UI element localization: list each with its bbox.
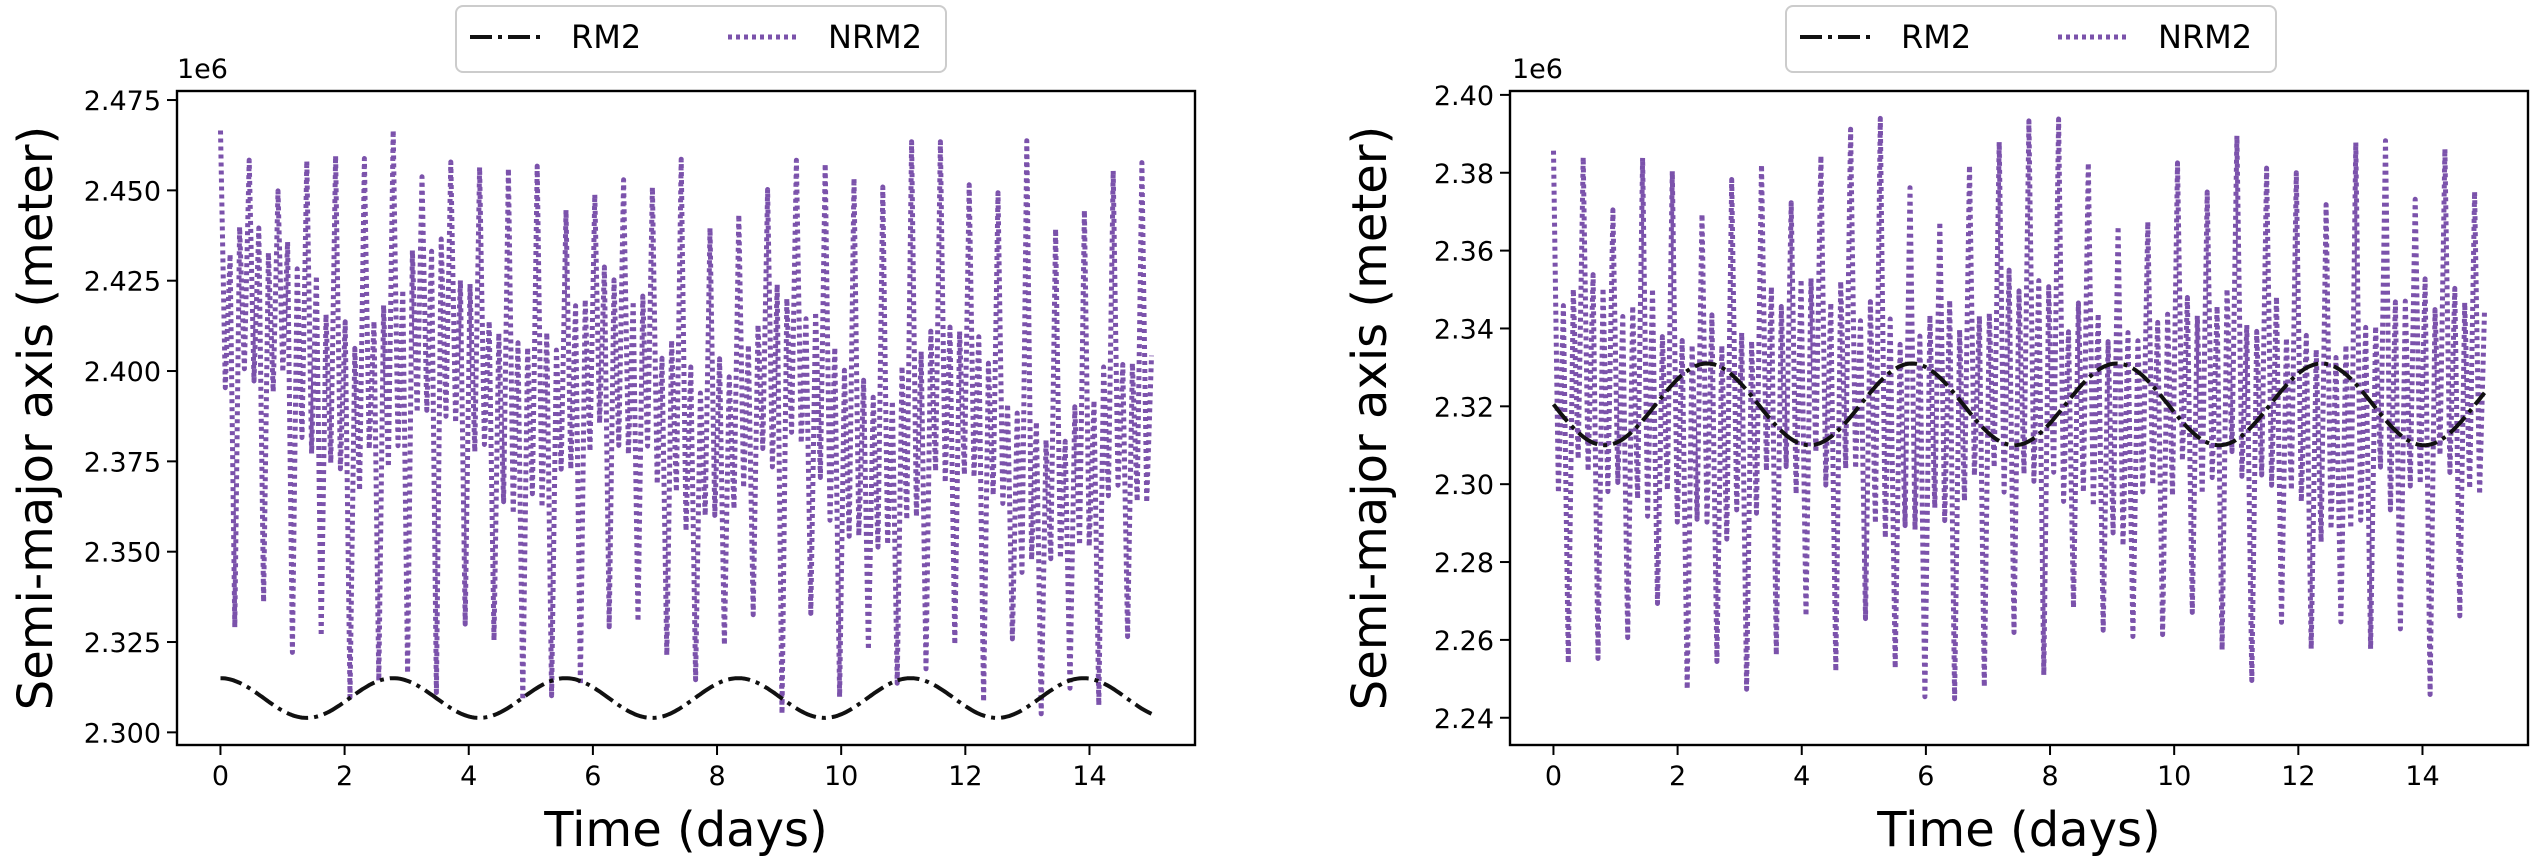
offset-label: 1e6 [1512, 54, 1563, 85]
chart-left: 0 2 4 6 8 10 12 14 2.300 2.325 2.350 2.375 2.400 2.4… [8, 5, 1197, 858]
x-tick-label: 14 [1072, 761, 1106, 792]
y-axis-title: Semi-major axis (meter) [1342, 126, 1398, 711]
x-tick-label: 8 [708, 761, 725, 792]
legend-nrm2-label: NRM2 [828, 18, 922, 56]
legend-rm2-label: RM2 [571, 18, 641, 56]
y-tick-label: 2.34 [1434, 314, 1494, 345]
y-tick-label: 2.38 [1434, 159, 1494, 190]
x-axis-ticks: 0 2 4 6 8 10 12 14 [1545, 745, 2440, 792]
offset-label: 1e6 [177, 54, 228, 85]
x-tick-label: 0 [212, 761, 229, 792]
y-tick-label: 2.32 [1434, 392, 1494, 423]
y-tick-label: 2.30 [1434, 470, 1494, 501]
series-rm2-line [1551, 361, 2487, 448]
x-tick-label: 0 [1545, 761, 1562, 792]
axes-frame [175, 89, 1197, 747]
x-axis-title: Time (days) [1876, 802, 2160, 858]
y-tick-label: 2.24 [1434, 704, 1494, 735]
x-axis-title: Time (days) [543, 802, 827, 858]
y-tick-label: 2.475 [84, 86, 161, 117]
x-axis-ticks: 0 2 4 6 8 10 12 14 [212, 745, 1107, 792]
y-axis-ticks: 2.300 2.325 2.350 2.375 2.400 2.425 2.450 2.475 [84, 86, 177, 749]
x-tick-label: 12 [2281, 761, 2315, 792]
x-tick-label: 2 [1669, 761, 1686, 792]
series-layer [1551, 115, 2487, 702]
y-tick-label: 2.400 [84, 357, 161, 388]
legend-nrm2-label: NRM2 [2158, 18, 2252, 56]
y-tick-label: 2.325 [84, 628, 161, 659]
y-tick-label: 2.26 [1434, 626, 1494, 657]
y-tick-label: 2.300 [84, 718, 161, 749]
y-tick-label: 2.36 [1434, 237, 1494, 268]
x-tick-label: 4 [460, 761, 477, 792]
y-tick-label: 2.425 [84, 267, 161, 298]
x-tick-label: 8 [2041, 761, 2058, 792]
y-tick-label: 2.375 [84, 447, 161, 478]
x-tick-label: 10 [824, 761, 858, 792]
x-tick-label: 12 [948, 761, 982, 792]
x-tick-label: 10 [2157, 761, 2191, 792]
legend-rm2-label: RM2 [1901, 18, 1971, 56]
x-tick-label: 2 [336, 761, 353, 792]
chart-right: 0 2 4 6 8 10 12 14 2.24 2.26 2.28 2.30 2.32 2.34 2.36… [1342, 5, 2530, 858]
y-tick-label: 2.40 [1434, 81, 1494, 112]
series-nrm2-line [1551, 115, 2487, 702]
legend-box [1785, 5, 2277, 73]
x-tick-label: 14 [2405, 761, 2439, 792]
y-axis-title: Semi-major axis (meter) [8, 126, 64, 711]
legend: RM2 NRM2 [455, 5, 947, 73]
x-tick-label: 6 [1917, 761, 1934, 792]
y-tick-label: 2.350 [84, 538, 161, 569]
legend-box [455, 5, 947, 73]
x-tick-label: 4 [1793, 761, 1810, 792]
y-tick-label: 2.450 [84, 176, 161, 207]
y-axis-ticks: 2.24 2.26 2.28 2.30 2.32 2.34 2.36 2.38 2.40 [1434, 81, 1510, 735]
legend: RM2 NRM2 [1785, 5, 2277, 73]
axes-frame [1508, 89, 2530, 747]
x-tick-label: 6 [584, 761, 601, 792]
y-tick-label: 2.28 [1434, 548, 1494, 579]
